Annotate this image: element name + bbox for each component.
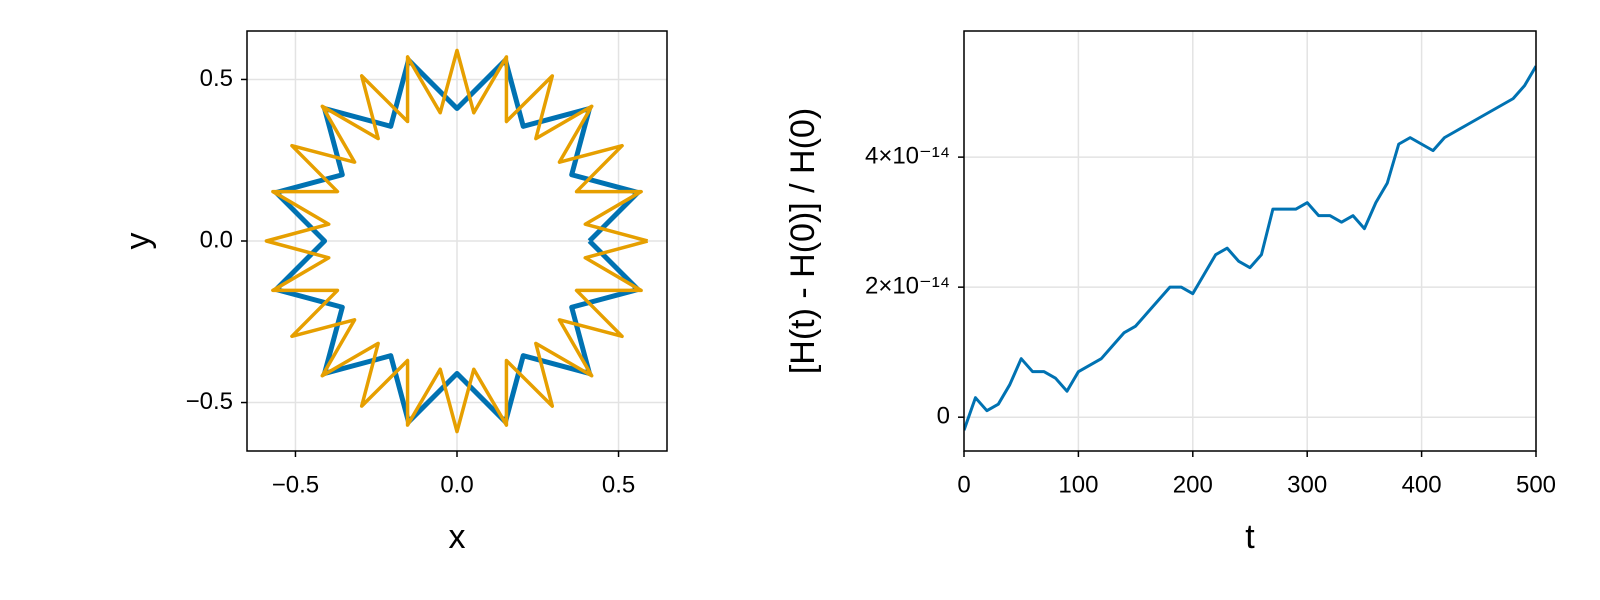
x-tick-label: 300 (1287, 471, 1327, 498)
y-tick-label: 0 (937, 403, 950, 430)
y-tick-label: −0.5 (186, 388, 233, 415)
x-tick-label: 0.5 (602, 471, 635, 498)
axes-frame (963, 30, 1537, 452)
subplot: −0.5 0.0 0.5 −0.5 0.0 0.5 x y (119, 30, 668, 556)
series-line (273, 57, 641, 425)
x-tick-label: 400 (1402, 471, 1442, 498)
y-tick-label: 0.0 (200, 226, 233, 253)
y-tick-label: 4×10⁻¹⁴ (865, 142, 950, 169)
y-axis-label: y (119, 233, 157, 250)
x-axis-label: t (1245, 518, 1255, 556)
subplot: 0 100 200 300 400 500 0 2×10⁻¹⁴ 4×10⁻¹⁴ t [H(t) - … (784, 30, 1556, 556)
x-tick-label: −0.5 (272, 471, 319, 498)
x-tick-label: 0.0 (440, 471, 473, 498)
x-tick-label: 200 (1173, 471, 1213, 498)
x-tick-label: 100 (1058, 471, 1098, 498)
y-tick-label: 2×10⁻¹⁴ (865, 273, 950, 300)
series-line (964, 65, 1536, 431)
y-tick-label: 0.5 (200, 65, 233, 92)
axes-frame (246, 30, 668, 452)
y-axis-label: [H(t) - H(0)] / H(0) (784, 108, 822, 374)
x-tick-label: 500 (1516, 471, 1556, 498)
x-tick-label: 0 (957, 471, 970, 498)
x-axis-label: x (449, 518, 466, 556)
series-line (264, 48, 649, 434)
